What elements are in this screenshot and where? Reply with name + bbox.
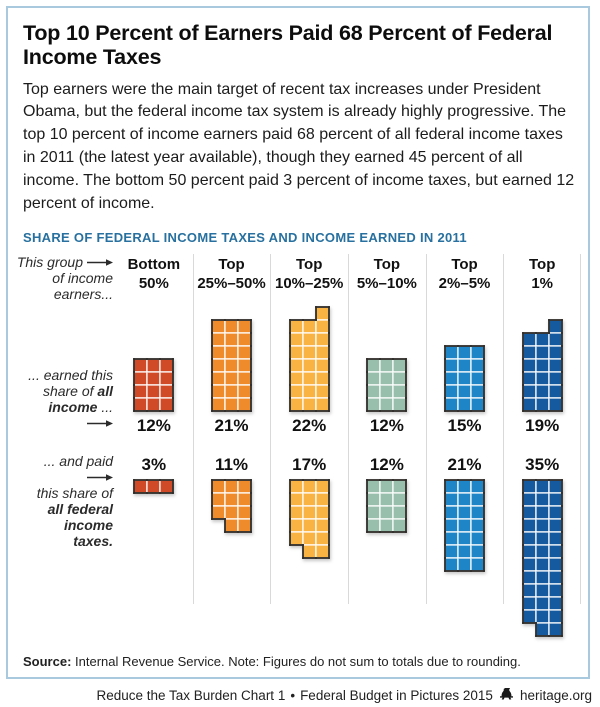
column-header: Top 1% xyxy=(529,255,556,292)
tax-cell: 12% xyxy=(365,436,408,534)
column-divider xyxy=(503,253,505,604)
earner-group-column: Top 25%–50% 21% 11% xyxy=(192,252,271,638)
tax-share-block xyxy=(365,478,408,534)
column-divider xyxy=(580,253,582,604)
column-header: Bottom 50% xyxy=(127,255,181,292)
income-cell: 15% xyxy=(443,304,486,436)
heritage-bell-icon xyxy=(499,688,513,700)
pointer-label-column: This group of income earners... ... earn… xyxy=(15,252,115,638)
column-divider xyxy=(270,253,272,604)
tax-percent-label: 12% xyxy=(369,454,404,474)
income-percent-label: 12% xyxy=(136,415,171,435)
income-share-block xyxy=(521,318,564,413)
chart-subtitle: SHARE OF FEDERAL INCOME TAXES AND INCOME… xyxy=(23,229,467,245)
income-percent-label: 19% xyxy=(525,415,560,435)
income-cell: 12% xyxy=(132,304,175,436)
earner-group-column: Top 5%–10% 12% 12% xyxy=(348,252,426,638)
column-divider xyxy=(192,253,194,604)
tax-share-block xyxy=(443,478,486,573)
column-divider xyxy=(425,253,427,604)
income-share-block xyxy=(365,357,408,413)
right-arrow-icon xyxy=(87,258,113,266)
income-pointer-label: ... earned this share of all income ... xyxy=(15,304,115,436)
heritage-link[interactable]: heritage.org xyxy=(519,688,592,703)
chart-frame: Top 10 Percent of Earners Paid 68 Percen… xyxy=(6,6,590,679)
column-header: Top 5%–10% xyxy=(356,255,417,292)
tax-percent-label: 17% xyxy=(292,454,327,474)
tax-cell: 17% xyxy=(288,436,331,560)
intro-paragraph: Top earners were the main target of rece… xyxy=(23,80,575,212)
tax-share-block xyxy=(521,478,564,638)
tax-percent-label: 21% xyxy=(447,454,482,474)
right-arrow-icon xyxy=(87,473,113,481)
column-divider xyxy=(348,253,350,604)
income-share-block xyxy=(210,318,253,413)
tax-share-block xyxy=(210,478,253,534)
column-header: Top 25%–50% xyxy=(197,255,266,292)
group-pointer-label: This group of income earners... xyxy=(16,253,113,302)
page-title: Top 10 Percent of Earners Paid 68 Percen… xyxy=(23,21,553,70)
earner-group-column: Top 1% 19% 35% xyxy=(503,252,582,638)
income-cell: 12% xyxy=(365,304,408,436)
tax-percent-label: 11% xyxy=(214,454,249,474)
column-header: Top 10%–25% xyxy=(274,255,344,292)
tax-share-block xyxy=(132,478,175,495)
page-caption: Reduce the Tax Burden Chart 1 • Federal Bu… xyxy=(96,688,592,703)
source-note: Source: Internal Revenue Service. Note: … xyxy=(23,654,521,670)
pictograph-chart: This group of income earners... ... earn… xyxy=(15,252,582,638)
income-share-block xyxy=(288,305,331,413)
income-cell: 22% xyxy=(288,304,331,436)
earner-group-column: Top 10%–25% 22% 17% xyxy=(270,252,348,638)
tax-cell: 21% xyxy=(443,436,486,573)
tax-cell: 3% xyxy=(132,436,175,495)
earner-group-column: Top 2%–5% 15% 21% xyxy=(425,252,504,638)
tax-percent-label: 35% xyxy=(525,454,560,474)
tax-share-block xyxy=(288,478,331,560)
income-cell: 19% xyxy=(521,304,564,436)
tax-cell: 35% xyxy=(521,436,564,638)
income-share-block xyxy=(132,357,175,413)
earner-group-column: Bottom 50% 12% 3% xyxy=(115,252,193,638)
tax-percent-label: 3% xyxy=(141,454,167,474)
income-percent-label: 22% xyxy=(292,415,327,435)
column-header: Top 2%–5% xyxy=(438,255,491,292)
income-share-block xyxy=(443,344,486,413)
right-arrow-icon xyxy=(87,419,113,427)
tax-cell: 11% xyxy=(210,436,253,534)
income-percent-label: 15% xyxy=(447,415,482,435)
income-percent-label: 12% xyxy=(369,415,404,435)
tax-pointer-label: ... and paid this share of all federal i… xyxy=(36,452,113,549)
income-percent-label: 21% xyxy=(214,415,249,435)
income-cell: 21% xyxy=(210,304,253,436)
